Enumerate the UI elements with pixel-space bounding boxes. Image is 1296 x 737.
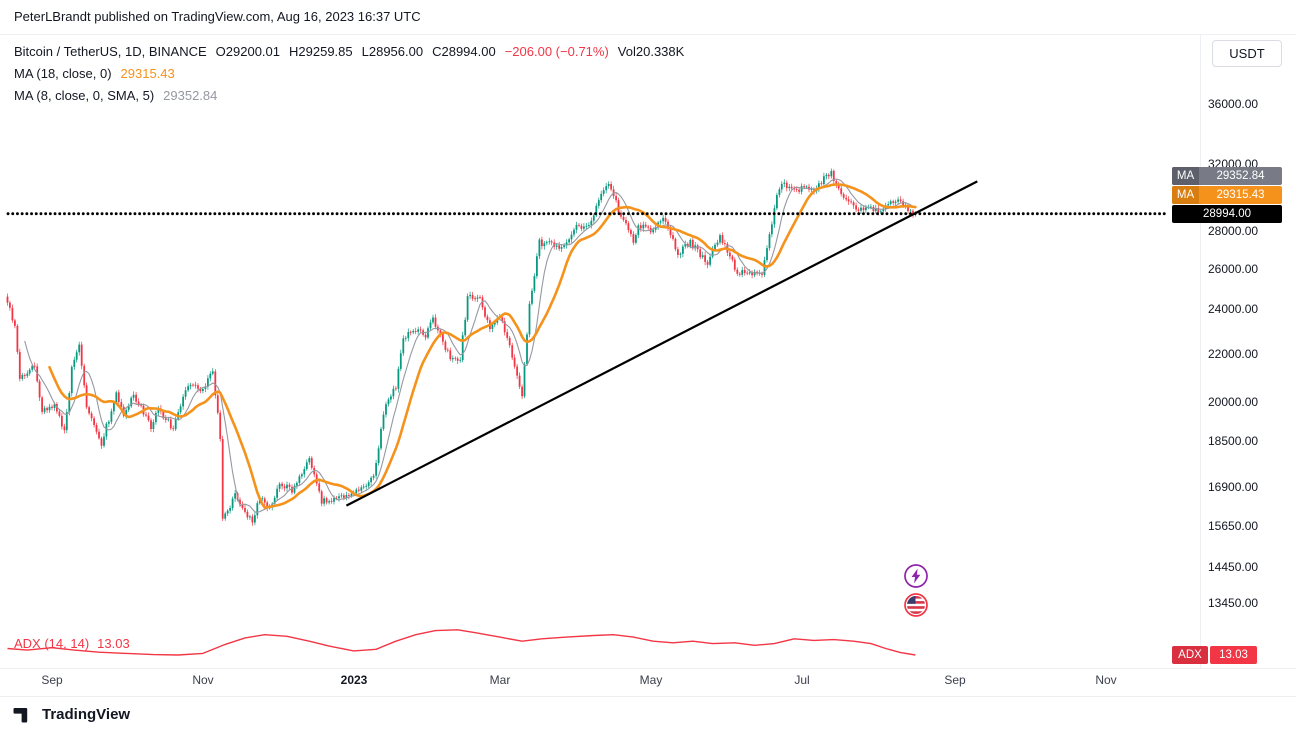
candle-bodies-down <box>6 170 914 523</box>
ma-8-label[interactable]: MA (8, close, 0, SMA, 5) <box>14 87 155 103</box>
candle-wicks-up <box>21 168 916 526</box>
badge-value: 29352.84 <box>1216 170 1265 182</box>
price-axis-separator <box>1200 34 1201 668</box>
badge-prefix: MA <box>1172 186 1199 204</box>
price-axis-label: 36000.00 <box>1208 97 1259 111</box>
badge-prefix: ADX <box>1172 646 1208 664</box>
attribution-text: PeterLBrandt published on TradingView.co… <box>14 9 421 24</box>
price-axis-label: 20000.00 <box>1208 395 1259 409</box>
price-axis-label: 14450.00 <box>1208 560 1259 574</box>
time-axis-label: 2023 <box>340 673 368 687</box>
price-axis-label: 13450.00 <box>1208 596 1259 610</box>
ohlc-row: Bitcoin / TetherUS, 1D, BINANCE O29200.0… <box>14 43 684 59</box>
badge-value: 29315.43 <box>1216 189 1265 201</box>
us-flag-icon[interactable] <box>904 593 928 617</box>
time-axis-separator <box>0 668 1296 669</box>
currency-toggle-button[interactable]: USDT <box>1212 40 1282 67</box>
price-change: −206.00 (−0.71%) <box>504 43 609 59</box>
ma-18-line <box>48 183 917 510</box>
ohlc-low: L28956.00 <box>361 43 424 59</box>
badge-value: 13.03 <box>1210 646 1257 664</box>
ma-18-label[interactable]: MA (18, close, 0) <box>14 65 112 81</box>
ma-8-line <box>24 178 916 513</box>
ohlc-open: O29200.01 <box>215 43 281 59</box>
tradingview-logo-icon <box>13 708 28 723</box>
ma-8-value: 29352.84 <box>163 87 218 103</box>
adx-label: ADX (14, 14) <box>14 636 90 651</box>
adx-value: 13.03 <box>97 636 130 651</box>
adx-line <box>7 629 916 656</box>
time-axis[interactable]: Sep Nov 2023 Mar May Jul Sep Nov <box>0 668 1296 694</box>
price-axis-label: 24000.00 <box>1208 302 1259 316</box>
ma-18-price-badge: MA 29315.43 <box>1172 186 1282 204</box>
badge-value: 28994.00 <box>1203 208 1251 220</box>
time-axis-label: Nov <box>1095 673 1117 687</box>
ma-18-value: 29315.43 <box>120 65 175 81</box>
last-price-badge: 28994.00 <box>1172 205 1282 223</box>
price-axis[interactable]: 36000.00 32000.00 28000.00 26000.00 24000.00… <box>1200 34 1296 668</box>
top-separator <box>0 34 1296 35</box>
symbol-title[interactable]: Bitcoin / TetherUS, 1D, BINANCE <box>14 43 207 59</box>
price-axis-label: 28000.00 <box>1208 224 1259 238</box>
badge-prefix: MA <box>1172 167 1199 185</box>
price-axis-label: 26000.00 <box>1208 262 1259 276</box>
time-axis-label: May <box>639 673 663 687</box>
trendline <box>345 180 978 507</box>
adx-legend[interactable]: ADX (14, 14) 13.03 <box>14 636 130 651</box>
volume: Vol20.338K <box>617 43 685 59</box>
symbol-legend: Bitcoin / TetherUS, 1D, BINANCE O29200.0… <box>14 43 684 109</box>
candle-bodies-up <box>21 170 917 523</box>
time-axis-label: Mar <box>489 673 511 687</box>
price-axis-label: 18500.00 <box>1208 434 1259 448</box>
candle-wicks-down <box>7 169 914 526</box>
ohlc-close: C28994.00 <box>432 43 496 59</box>
price-axis-label: 22000.00 <box>1208 347 1259 361</box>
ma-8-legend-row: MA (8, close, 0, SMA, 5) 29352.84 <box>14 87 684 103</box>
adx-badge: ADX 13.03 <box>1172 646 1257 664</box>
lightning-icon[interactable] <box>904 564 928 588</box>
tradingview-link[interactable]: TradingView <box>13 704 130 725</box>
time-axis-label: Sep <box>41 673 63 687</box>
price-axis-label: 16900.00 <box>1208 480 1259 494</box>
ma-18-legend-row: MA (18, close, 0) 29315.43 <box>14 65 684 81</box>
time-axis-label: Sep <box>944 673 966 687</box>
time-axis-label: Nov <box>192 673 214 687</box>
tradingview-wordmark: TradingView <box>42 706 131 723</box>
ohlc-high: H29259.85 <box>289 43 353 59</box>
bottom-separator <box>0 696 1296 697</box>
ma-8-price-badge: MA 29352.84 <box>1172 167 1282 185</box>
time-axis-label: Jul <box>794 673 810 687</box>
price-axis-label: 15650.00 <box>1208 519 1259 533</box>
